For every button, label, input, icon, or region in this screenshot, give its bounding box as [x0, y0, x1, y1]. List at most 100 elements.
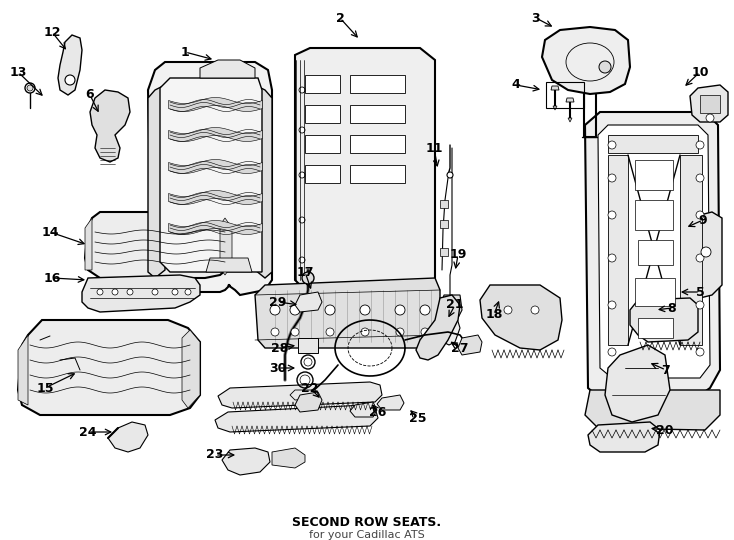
Text: 12: 12 [43, 25, 61, 38]
Polygon shape [295, 292, 322, 312]
Bar [638, 318, 673, 338]
Bar [635, 160, 673, 190]
Text: 30: 30 [269, 361, 287, 375]
Polygon shape [690, 212, 722, 298]
Ellipse shape [566, 43, 614, 81]
Bar [305, 135, 340, 153]
Polygon shape [542, 27, 630, 94]
Circle shape [290, 305, 300, 315]
Polygon shape [440, 295, 462, 320]
Bar [635, 200, 673, 230]
Circle shape [361, 328, 369, 336]
Text: 6: 6 [86, 89, 94, 102]
Text: 10: 10 [691, 65, 709, 78]
Circle shape [326, 328, 334, 336]
Polygon shape [255, 278, 440, 348]
Polygon shape [553, 106, 557, 110]
Polygon shape [218, 382, 382, 408]
Polygon shape [295, 48, 435, 290]
Circle shape [27, 85, 33, 91]
Bar [638, 240, 673, 265]
Circle shape [97, 289, 103, 295]
Circle shape [395, 305, 405, 315]
Polygon shape [295, 392, 322, 412]
Text: 1: 1 [181, 45, 189, 58]
Polygon shape [82, 275, 200, 312]
Text: 5: 5 [696, 286, 705, 299]
Circle shape [172, 289, 178, 295]
Text: 4: 4 [512, 78, 520, 91]
Circle shape [299, 87, 305, 93]
Circle shape [396, 328, 404, 336]
Text: 14: 14 [41, 226, 59, 239]
Text: 11: 11 [425, 141, 443, 154]
Polygon shape [160, 78, 262, 272]
Bar [305, 165, 340, 183]
Circle shape [696, 254, 704, 262]
Bar [305, 105, 340, 123]
Circle shape [302, 272, 314, 284]
Text: 9: 9 [699, 213, 708, 226]
Circle shape [608, 174, 616, 182]
Circle shape [325, 305, 335, 315]
Polygon shape [568, 118, 572, 122]
Text: SECOND ROW SEATS.: SECOND ROW SEATS. [292, 516, 442, 529]
Text: 25: 25 [410, 411, 426, 424]
Polygon shape [206, 258, 252, 272]
Polygon shape [630, 298, 698, 342]
Circle shape [696, 211, 704, 219]
Text: 2: 2 [335, 11, 344, 24]
Polygon shape [255, 85, 272, 278]
Text: 18: 18 [485, 308, 503, 321]
Polygon shape [605, 345, 670, 422]
Text: 15: 15 [36, 381, 54, 395]
Bar [350, 135, 405, 153]
Circle shape [447, 172, 453, 178]
Circle shape [696, 141, 704, 149]
Text: 23: 23 [206, 449, 224, 462]
Circle shape [112, 289, 118, 295]
Circle shape [299, 127, 305, 133]
Circle shape [608, 348, 616, 356]
Text: 13: 13 [10, 65, 26, 78]
Polygon shape [215, 405, 378, 432]
Circle shape [608, 301, 616, 309]
Text: 26: 26 [369, 406, 387, 419]
Circle shape [608, 211, 616, 219]
Bar [700, 95, 720, 113]
Circle shape [608, 141, 616, 149]
Polygon shape [588, 422, 660, 452]
Bar [440, 200, 448, 208]
Polygon shape [585, 390, 720, 430]
Polygon shape [690, 85, 728, 122]
Circle shape [504, 306, 512, 314]
Bar [608, 135, 698, 153]
Text: 20: 20 [656, 423, 674, 436]
Polygon shape [350, 402, 377, 417]
Text: 19: 19 [449, 248, 467, 261]
Bar [440, 220, 448, 228]
Circle shape [65, 75, 75, 85]
Polygon shape [108, 422, 148, 452]
Circle shape [152, 289, 158, 295]
Text: 24: 24 [79, 426, 97, 438]
Text: 3: 3 [531, 11, 540, 24]
Circle shape [706, 114, 714, 122]
Bar [350, 105, 405, 123]
Bar [608, 155, 628, 345]
Text: 27: 27 [451, 341, 469, 354]
Polygon shape [200, 60, 255, 78]
Polygon shape [440, 315, 460, 345]
Polygon shape [18, 335, 28, 405]
Circle shape [421, 328, 429, 336]
Bar [635, 278, 675, 306]
Polygon shape [85, 212, 232, 278]
Bar [350, 75, 405, 93]
Bar [440, 248, 448, 256]
Circle shape [299, 172, 305, 178]
Polygon shape [290, 390, 318, 400]
Circle shape [420, 305, 430, 315]
Polygon shape [585, 112, 720, 400]
Bar [546, 82, 584, 108]
Text: 17: 17 [297, 266, 313, 279]
